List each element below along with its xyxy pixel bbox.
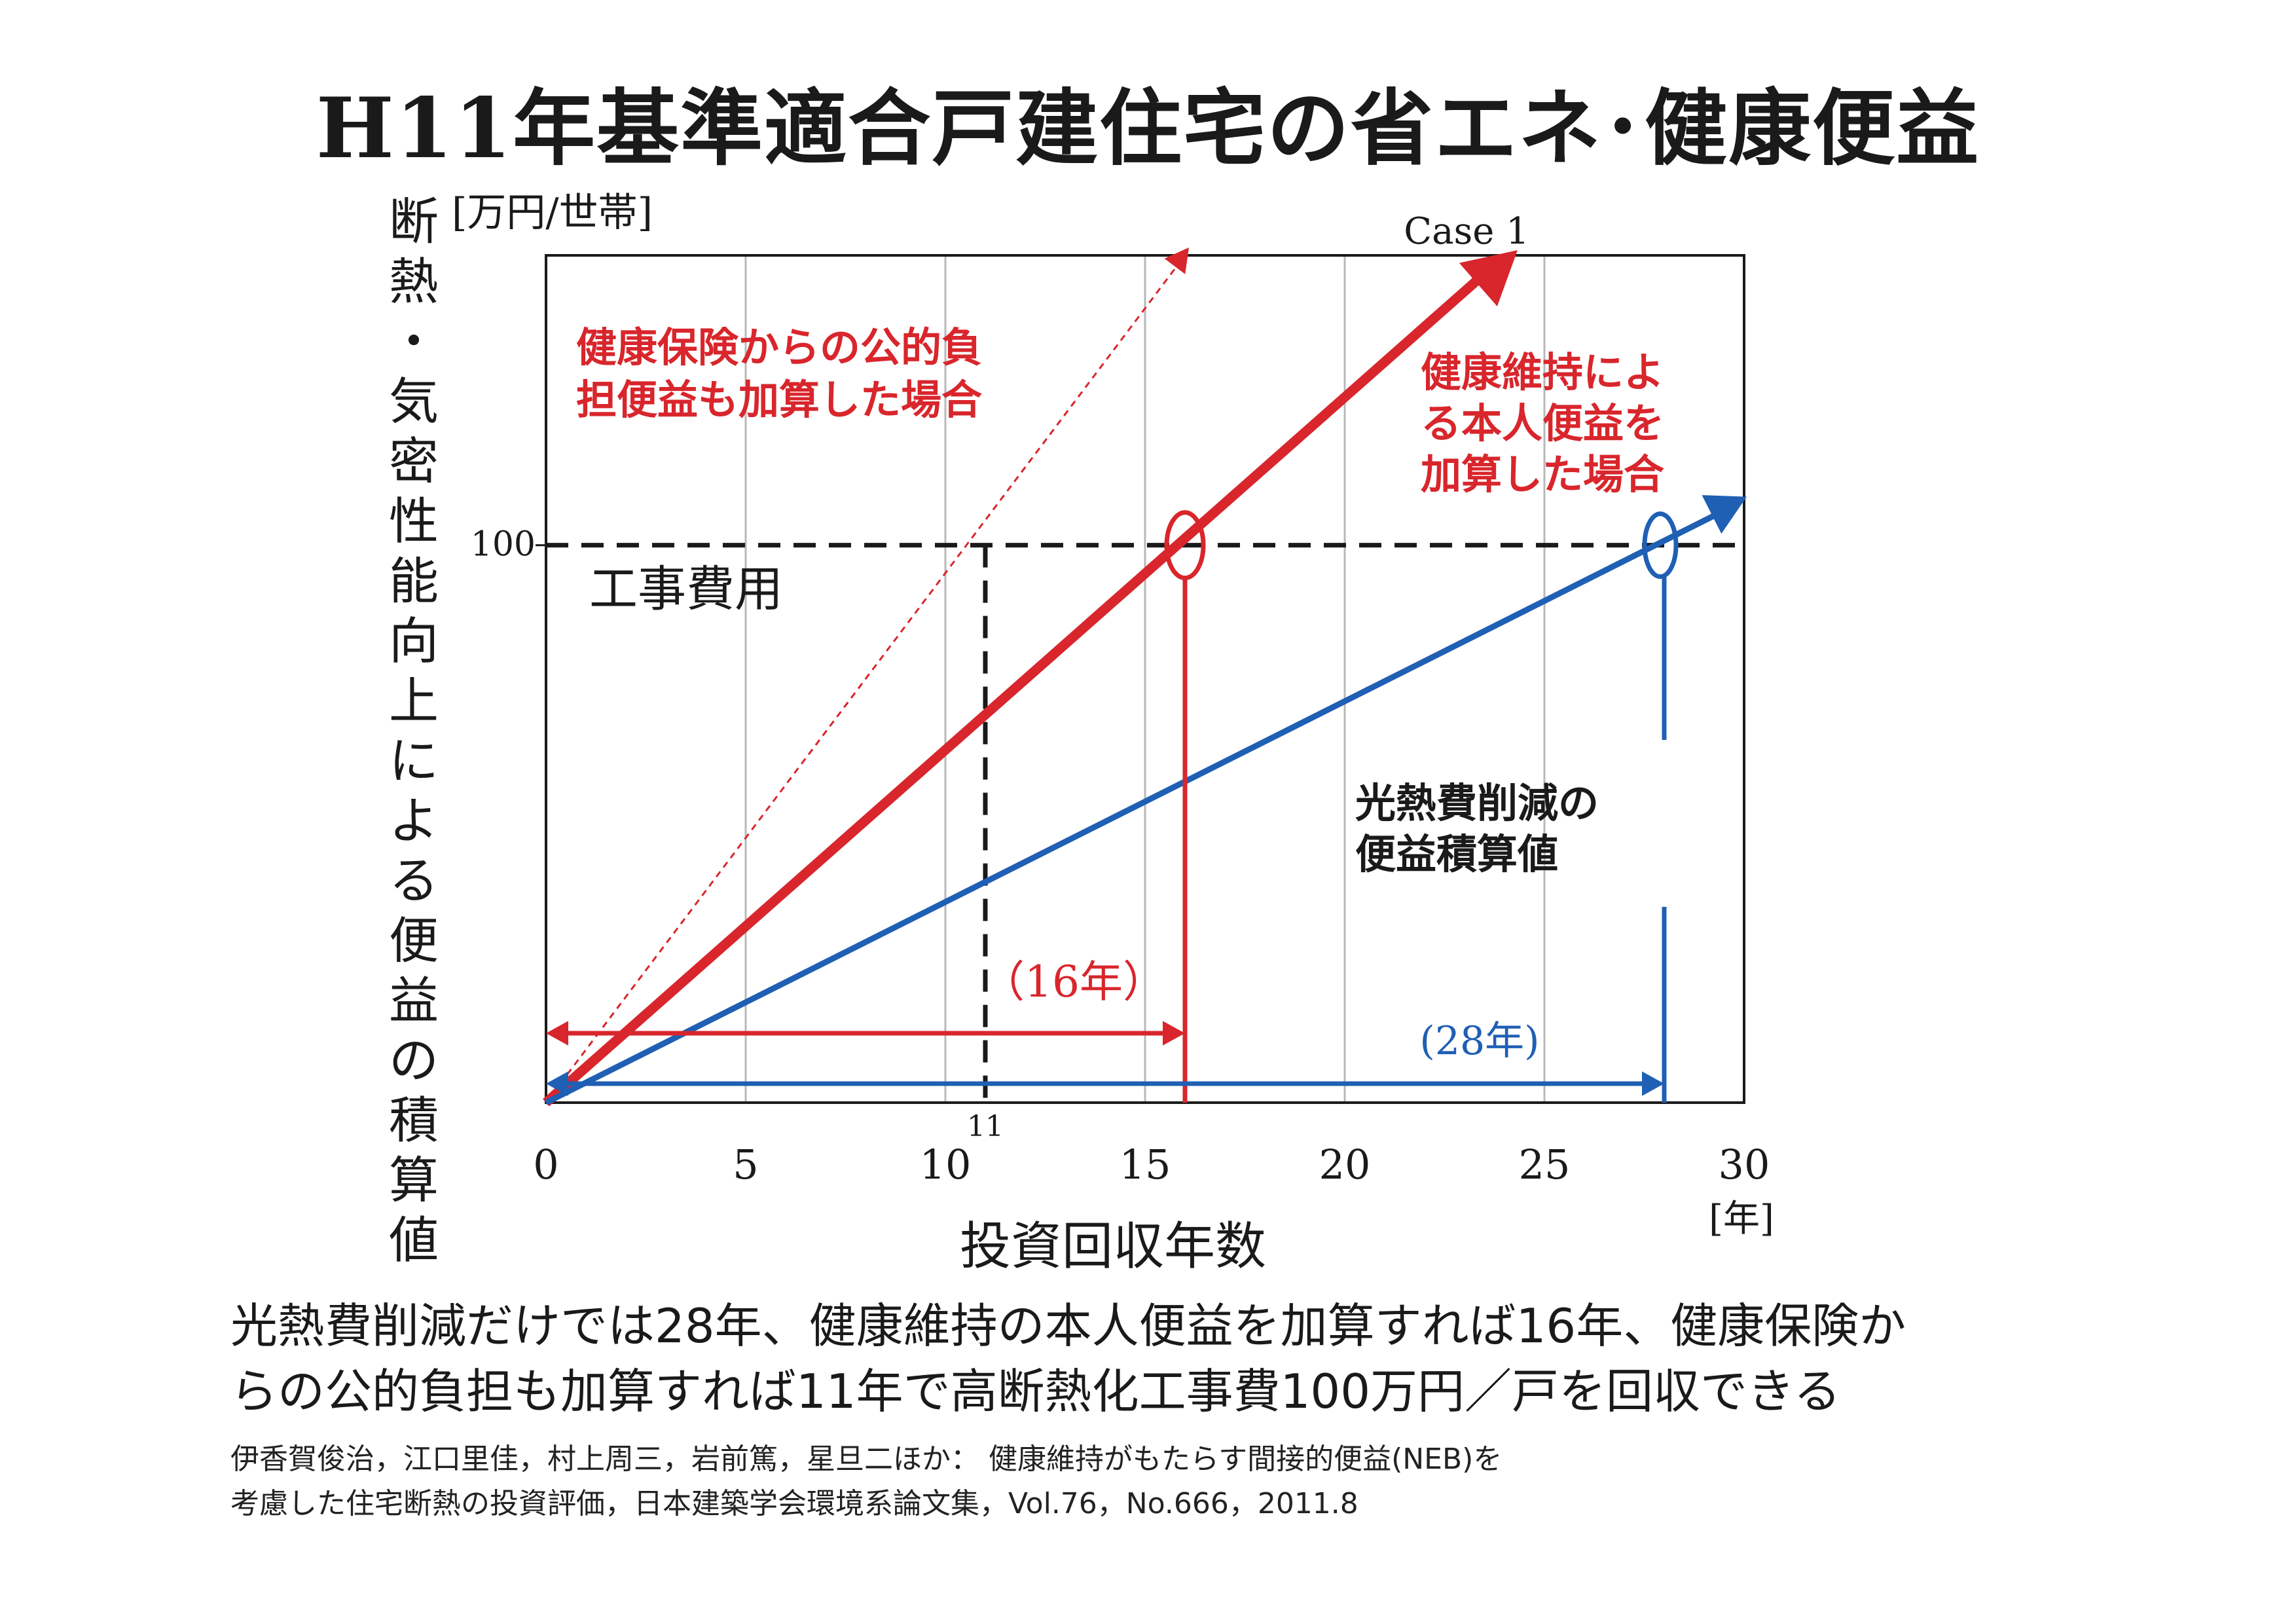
citation-line: 伊香賀俊治，江口里佳，村上周三，岩前篤，星旦二ほか： 健康維持がもたらす間接的便…: [230, 1442, 1503, 1476]
y-axis-title-char: 気: [389, 373, 439, 431]
annotation-personal-benefit: 加算した場合: [1421, 450, 1664, 498]
y-axis-title-char: 熱: [389, 253, 439, 311]
energy-payback-marker: [1642, 511, 1679, 579]
summary-text: 光熱費削減だけでは28年、健康維持の本人便益を加算すれば16年、健康保険か らの…: [230, 1293, 1906, 1424]
span-28-arrow-left: [546, 1071, 568, 1096]
summary-line: らの公的負担も加算すれば11年で高断熱化工事費100万円／戸を回収できる: [230, 1364, 1841, 1419]
y-axis-title-char: 積: [389, 1092, 439, 1150]
energy-benefit-arrowhead: [1702, 495, 1747, 534]
y-axis-title-char: 密: [389, 432, 439, 490]
citation-line: 考慮した住宅断熱の投資評価，日本建築学会環境系論文集，Vol.76，No.666…: [230, 1487, 1358, 1520]
y-axis-title-char: る: [389, 852, 439, 910]
x-axis-unit: [年]: [1709, 1198, 1774, 1240]
annotation-energy-saving: 光熱費削減の: [1355, 779, 1599, 827]
public-benefit-arrowhead: [1164, 248, 1189, 274]
annotation-public-burden: 健康保険からの公的負: [576, 323, 982, 371]
public-benefit-line: [545, 255, 1186, 1103]
plot-frame: [545, 254, 1745, 1104]
y-axis-title-char: 性: [389, 492, 439, 551]
series-label-case1: Case 1: [1404, 210, 1529, 253]
x-tick-label: 20: [1319, 1141, 1371, 1188]
x-tick-label: 25: [1519, 1141, 1571, 1188]
summary-line: 光熱費削減だけでは28年、健康維持の本人便益を加算すれば16年、健康保険か: [230, 1298, 1906, 1353]
y-axis-title-char: 値: [389, 1211, 439, 1270]
annotation-personal-benefit: る本人便益を: [1421, 399, 1664, 447]
x-tick-label-11: 11: [967, 1110, 1004, 1143]
x-tick-label: 10: [920, 1141, 972, 1188]
x-axis-title: 投資回収年数: [960, 1217, 1266, 1276]
y-axis-title-char: 算: [389, 1151, 439, 1209]
y-axis-title-char: 上: [389, 672, 439, 730]
y-axis-title-char: 能: [389, 552, 439, 610]
y-tick-label: 100: [471, 525, 536, 564]
y-axis-unit: [万円/世帯]: [452, 190, 653, 236]
personal-benefit-arrowhead: [1459, 250, 1518, 306]
citation: 伊香賀俊治，江口里佳，村上周三，岩前篤，星旦二ほか： 健康維持がもたらす間接的便…: [230, 1437, 1502, 1526]
cost-label: 工事費用: [589, 561, 783, 617]
span-16-arrow-left: [546, 1021, 568, 1046]
annotation-energy-saving: 便益積算値: [1355, 830, 1558, 878]
span-28-arrow-right: [1642, 1071, 1664, 1096]
x-tick-label: 15: [1120, 1141, 1171, 1188]
y-axis-title-char: の: [389, 1031, 439, 1090]
personal-benefit-line: [543, 258, 1501, 1107]
y-axis-title-char: よ: [389, 792, 439, 850]
span-28-label: (28年): [1419, 1018, 1539, 1064]
x-tick-label: 5: [733, 1141, 758, 1188]
annotation-public-burden: 担便益も加算した場合: [576, 376, 982, 424]
annotation-personal-benefit: 健康維持によ: [1421, 348, 1664, 396]
energy-benefit-line: [544, 504, 1733, 1106]
y-axis-title-char: 断: [389, 193, 439, 251]
y-axis-title-char: に: [389, 732, 439, 790]
span-16-label: （16年）: [981, 957, 1166, 1007]
y-axis-title-char: 向: [389, 612, 439, 670]
x-tick-label: 30: [1719, 1141, 1770, 1188]
y-axis-title-char: 便: [389, 911, 439, 970]
y-axis-title-char: 益: [389, 972, 439, 1030]
span-16-arrow-right: [1163, 1021, 1185, 1046]
x-tick-label: 0: [533, 1141, 558, 1188]
y-axis-title-char: ・: [389, 312, 439, 371]
page-title: H11年基準適合戸建住宅の省エネ･健康便益: [316, 80, 1980, 177]
